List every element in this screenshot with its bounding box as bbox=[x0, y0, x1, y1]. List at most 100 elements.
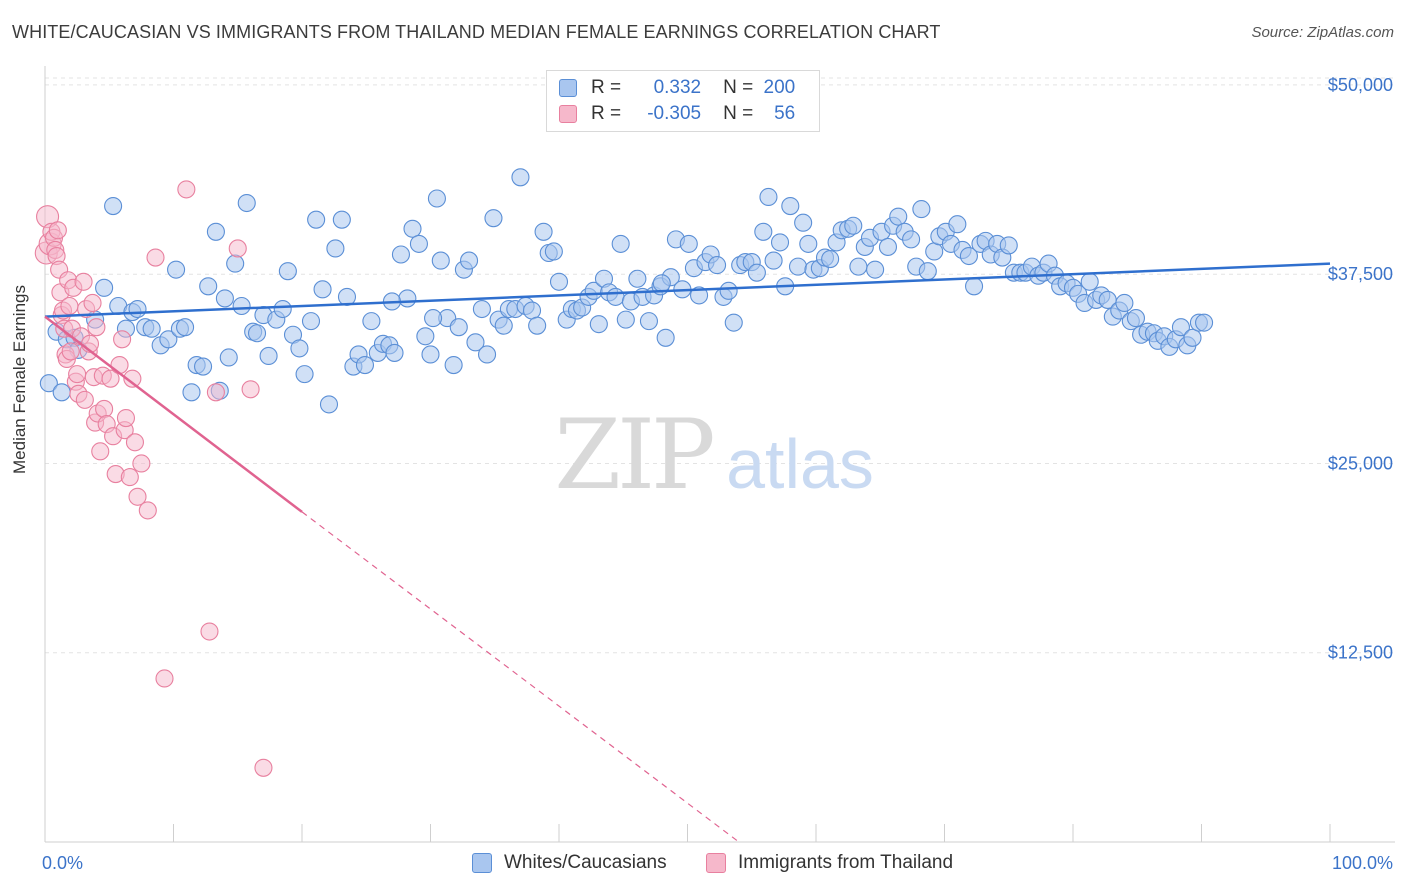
point-whites bbox=[39, 374, 58, 393]
point-thailand bbox=[155, 669, 174, 688]
point-thailand bbox=[125, 433, 144, 452]
point-whites bbox=[522, 301, 542, 320]
legend-swatch-whites bbox=[559, 79, 577, 97]
point-whites bbox=[403, 219, 422, 238]
point-thailand bbox=[83, 293, 102, 313]
point-thailand bbox=[132, 454, 151, 473]
point-whites bbox=[95, 278, 114, 297]
point-whites bbox=[902, 230, 921, 249]
point-whites bbox=[128, 299, 147, 319]
legend-n-label: N = bbox=[723, 103, 754, 124]
trend-lines bbox=[44, 262, 1331, 843]
point-thailand bbox=[87, 318, 106, 337]
point-whites bbox=[398, 289, 417, 308]
point-whites bbox=[912, 200, 931, 219]
point-thailand bbox=[113, 330, 132, 349]
axes bbox=[44, 66, 1395, 843]
legend-r-value: 0.332 bbox=[653, 77, 702, 98]
point-thailand bbox=[75, 390, 94, 409]
trend-line-whites bbox=[44, 262, 1331, 318]
point-whites bbox=[355, 355, 375, 375]
legend-n-label: N = bbox=[723, 77, 754, 98]
point-whites bbox=[477, 345, 497, 364]
x-tick-label: 100.0% bbox=[1332, 853, 1393, 873]
point-whites bbox=[142, 319, 161, 338]
y-tick-label: $25,000 bbox=[1328, 453, 1393, 473]
point-whites bbox=[215, 289, 234, 308]
point-whites bbox=[781, 197, 800, 216]
point-whites bbox=[511, 168, 530, 187]
point-whites bbox=[337, 287, 357, 306]
point-whites bbox=[965, 277, 984, 296]
point-whites bbox=[679, 234, 698, 253]
point-whites bbox=[52, 383, 71, 402]
series-legend-swatch-thailand bbox=[706, 853, 726, 873]
point-whites bbox=[278, 262, 297, 281]
point-whites bbox=[724, 313, 743, 332]
point-whites bbox=[616, 310, 635, 329]
point-whites bbox=[764, 251, 783, 270]
point-whites bbox=[794, 213, 813, 232]
point-whites bbox=[313, 280, 332, 299]
point-thailand bbox=[123, 369, 142, 388]
source-label: Source: ZipAtlas.com bbox=[1251, 24, 1394, 41]
trend-line-thailand bbox=[44, 315, 303, 513]
point-whites bbox=[391, 245, 410, 264]
x-tick-labels: 0.0% 100.0% bbox=[42, 853, 1393, 873]
point-whites bbox=[307, 210, 326, 229]
point-whites bbox=[747, 263, 766, 282]
series-legend: Whites/Caucasians Immigrants from Thaila… bbox=[0, 852, 1406, 878]
point-whites bbox=[431, 251, 450, 270]
point-whites bbox=[385, 343, 404, 362]
point-whites bbox=[1195, 313, 1214, 332]
point-whites bbox=[690, 286, 709, 305]
series-legend-whites: Whites/Caucasians bbox=[472, 852, 667, 874]
series-legend-swatch-whites bbox=[472, 853, 492, 873]
point-whites bbox=[273, 299, 292, 319]
point-whites bbox=[999, 236, 1018, 255]
point-thailand bbox=[101, 369, 120, 388]
chart-title: WHITE/CAUCASIAN VS IMMIGRANTS FROM THAIL… bbox=[12, 22, 941, 42]
point-whites bbox=[466, 333, 485, 352]
series-legend-label-whites: Whites/Caucasians bbox=[504, 852, 667, 873]
point-whites bbox=[219, 348, 238, 367]
point-whites bbox=[459, 251, 479, 270]
watermark-atlas: atlas bbox=[726, 425, 874, 503]
point-whites bbox=[844, 216, 863, 235]
point-whites bbox=[259, 346, 278, 366]
point-whites bbox=[799, 234, 818, 253]
correlation-legend: R = 0.332 N = 200 R = -0.305 N = 56 bbox=[546, 70, 820, 132]
point-whites bbox=[849, 257, 868, 276]
point-whites bbox=[1183, 328, 1202, 347]
point-whites bbox=[788, 257, 808, 276]
point-thailand bbox=[60, 296, 79, 316]
point-whites bbox=[199, 277, 218, 296]
point-whites bbox=[176, 318, 195, 337]
point-thailand bbox=[91, 442, 110, 461]
point-whites bbox=[889, 207, 908, 226]
point-thailand bbox=[177, 180, 196, 199]
legend-row-whites: R = 0.332 N = 200 bbox=[559, 75, 795, 101]
point-whites bbox=[104, 197, 123, 216]
point-whites bbox=[1171, 318, 1190, 337]
series-legend-label-thailand: Immigrants from Thailand bbox=[738, 852, 954, 873]
point-thailand bbox=[146, 248, 165, 267]
point-thailand bbox=[138, 501, 157, 520]
y-tick-label: $12,500 bbox=[1328, 643, 1393, 663]
point-thailand bbox=[254, 758, 273, 777]
legend-n-value: 56 bbox=[774, 103, 796, 124]
point-whites bbox=[472, 299, 491, 319]
point-whites bbox=[206, 222, 225, 241]
point-thailand bbox=[110, 355, 129, 375]
point-thailand bbox=[48, 221, 67, 240]
point-whites bbox=[948, 215, 967, 234]
point-whites bbox=[821, 250, 840, 269]
point-whites bbox=[232, 296, 251, 316]
point-thailand bbox=[61, 342, 80, 361]
point-whites bbox=[1080, 272, 1099, 291]
point-whites bbox=[959, 246, 978, 266]
point-whites bbox=[427, 189, 446, 208]
point-thailand bbox=[74, 272, 93, 291]
point-whites bbox=[652, 274, 671, 293]
